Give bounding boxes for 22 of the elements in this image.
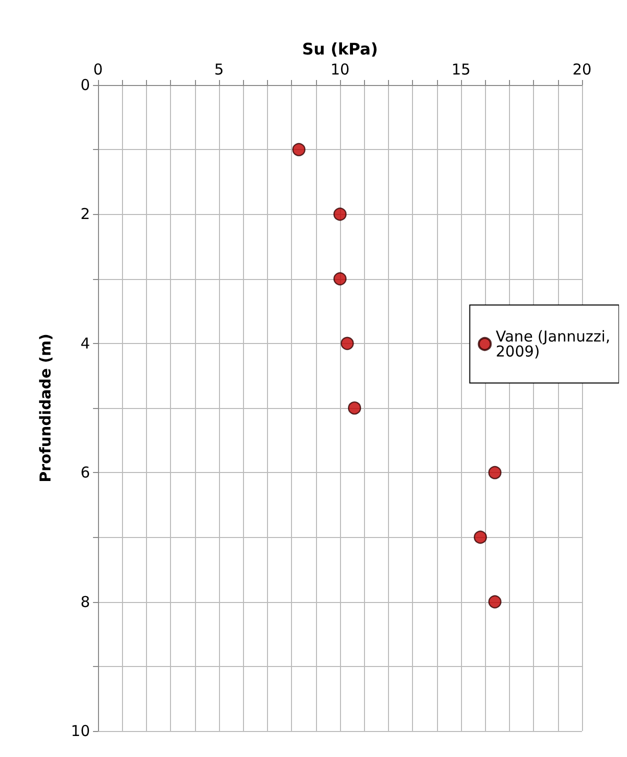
legend-label: Vane (Jannuzzi, 2009) xyxy=(496,328,616,360)
y-tick-label: 4 xyxy=(80,334,90,352)
x-axis-title: Su (kPa) xyxy=(302,40,378,58)
y-tick-label: 6 xyxy=(80,464,90,482)
y-tick-label: 2 xyxy=(80,205,90,224)
x-tick-label: 5 xyxy=(214,60,224,78)
x-tick-label: 20 xyxy=(572,60,592,78)
point xyxy=(333,272,347,286)
y-tick-label: 10 xyxy=(70,722,90,740)
x-tick-label: 0 xyxy=(93,60,103,78)
y-axis-title: Profundidade (m) xyxy=(36,334,54,482)
point xyxy=(340,336,354,350)
point xyxy=(488,466,502,480)
point xyxy=(333,208,347,221)
point xyxy=(474,530,487,544)
x-tick-label: 15 xyxy=(451,60,471,78)
point xyxy=(348,401,362,415)
point xyxy=(292,143,306,156)
point xyxy=(488,595,502,608)
y-tick-label: 8 xyxy=(80,592,90,611)
y-tick-label: 0 xyxy=(80,76,90,94)
x-tick-label: 10 xyxy=(330,60,350,78)
